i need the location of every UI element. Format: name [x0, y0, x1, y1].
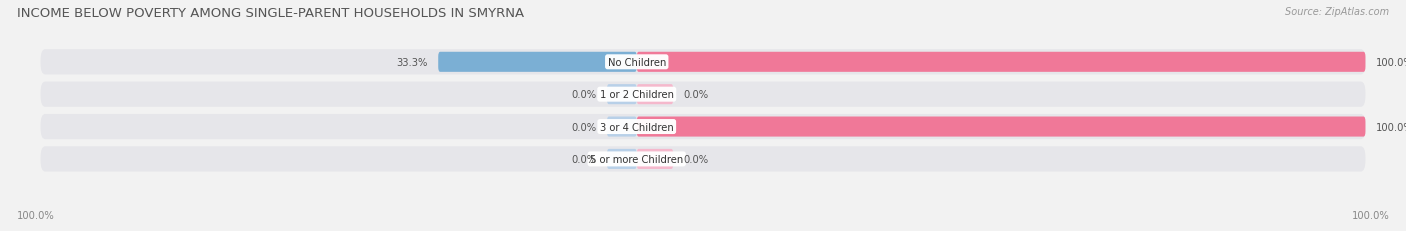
FancyBboxPatch shape: [637, 117, 1365, 137]
Text: 100.0%: 100.0%: [17, 210, 55, 220]
Text: 0.0%: 0.0%: [571, 90, 596, 100]
FancyBboxPatch shape: [41, 114, 1365, 140]
Text: 100.0%: 100.0%: [1376, 122, 1406, 132]
Text: 1 or 2 Children: 1 or 2 Children: [600, 90, 673, 100]
FancyBboxPatch shape: [637, 149, 673, 169]
FancyBboxPatch shape: [41, 50, 1365, 75]
FancyBboxPatch shape: [439, 52, 637, 73]
FancyBboxPatch shape: [41, 82, 1365, 107]
Text: 0.0%: 0.0%: [683, 90, 709, 100]
Text: 100.0%: 100.0%: [1351, 210, 1389, 220]
Text: 5 or more Children: 5 or more Children: [591, 154, 683, 164]
FancyBboxPatch shape: [637, 52, 1365, 73]
Text: Source: ZipAtlas.com: Source: ZipAtlas.com: [1285, 7, 1389, 17]
Text: 0.0%: 0.0%: [683, 154, 709, 164]
FancyBboxPatch shape: [607, 149, 637, 169]
Text: 100.0%: 100.0%: [1376, 58, 1406, 67]
FancyBboxPatch shape: [637, 85, 673, 105]
Text: INCOME BELOW POVERTY AMONG SINGLE-PARENT HOUSEHOLDS IN SMYRNA: INCOME BELOW POVERTY AMONG SINGLE-PARENT…: [17, 7, 524, 20]
Text: 33.3%: 33.3%: [396, 58, 427, 67]
FancyBboxPatch shape: [607, 85, 637, 105]
Text: No Children: No Children: [607, 58, 666, 67]
Text: 0.0%: 0.0%: [571, 154, 596, 164]
Text: 3 or 4 Children: 3 or 4 Children: [600, 122, 673, 132]
FancyBboxPatch shape: [41, 147, 1365, 172]
Text: 0.0%: 0.0%: [571, 122, 596, 132]
FancyBboxPatch shape: [607, 117, 637, 137]
